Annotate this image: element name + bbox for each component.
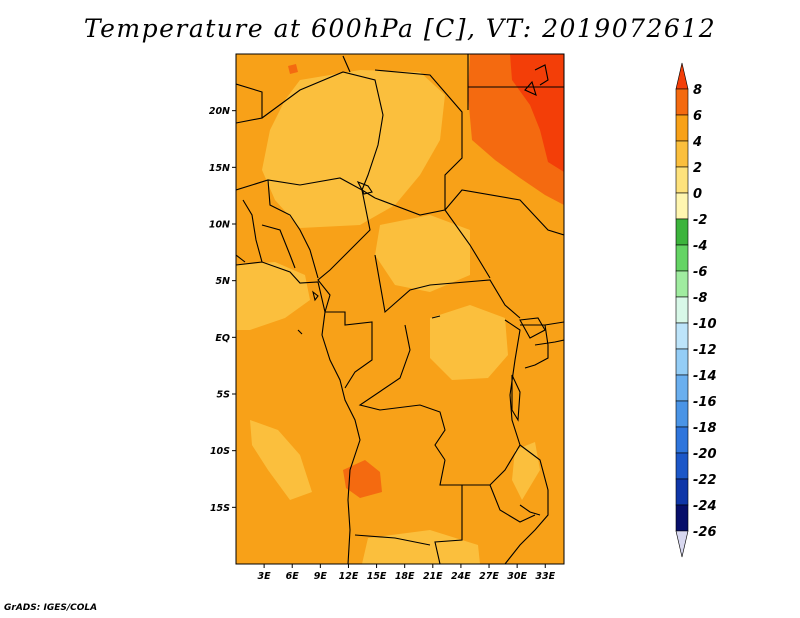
map-frame — [235, 53, 565, 565]
latitude-axis: 20N 15N 10N 5N EQ 5S 10S 15S — [209, 106, 236, 514]
lat-tick-label: 10N — [209, 220, 230, 231]
colorbar-label: -6 — [693, 265, 707, 280]
colorbar-label: -10 — [693, 317, 717, 332]
lon-tick-label: 24E — [451, 571, 471, 582]
colorbar-swatch — [675, 218, 689, 246]
colorbar-label: -20 — [693, 447, 717, 462]
lon-tick-label: 27E — [479, 571, 499, 582]
lat-tick-label: 5N — [215, 276, 230, 287]
lon-tick-label: 30E — [507, 571, 527, 582]
colorbar-label: 6 — [693, 109, 702, 124]
region-0-to-2-angola-coast — [250, 420, 312, 500]
colorbar-label: -14 — [693, 369, 717, 384]
region-0-to-2-east — [512, 442, 540, 500]
colorbar-label: -18 — [693, 421, 717, 436]
lon-tick-label: 21E — [423, 571, 443, 582]
colorbar-label: -8 — [693, 291, 707, 306]
region-0-to-2-sahara — [262, 70, 445, 228]
region-0-to-2-gulf-of-guinea — [236, 262, 310, 330]
region-4-to-6-angola — [343, 460, 382, 498]
colorbar-label: 0 — [693, 187, 702, 202]
colorbar-swatch — [675, 88, 689, 116]
colorbar-swatch — [675, 270, 689, 298]
lat-tick-label: 15N — [209, 163, 230, 174]
colorbar-swatch — [675, 322, 689, 350]
colorbar-swatch — [675, 452, 689, 480]
colorbar-swatch — [675, 478, 689, 506]
colorbar-label: -16 — [693, 395, 717, 410]
lat-tick-label: 20N — [209, 106, 230, 117]
lon-tick-label: 6E — [286, 571, 300, 582]
lon-tick-label: 3E — [258, 571, 272, 582]
colorbar-bottom-triangle — [675, 530, 689, 558]
region-0-to-2-congo — [430, 305, 508, 380]
country-borders — [236, 54, 564, 564]
colorbar-swatch — [675, 426, 689, 454]
colorbar: 8 6 4 2 0 -2 -4 -6 -8 -10 -12 -14 -16 -18 -20 -22 -24 -26 — [675, 62, 717, 558]
lat-tick-label: 5S — [217, 390, 231, 401]
colorbar-swatch — [675, 166, 689, 194]
colorbar-label: -12 — [693, 343, 717, 358]
lon-tick-label: 15E — [367, 571, 387, 582]
colorbar-swatch — [675, 114, 689, 142]
lon-tick-label: 12E — [339, 571, 359, 582]
colorbar-swatch — [675, 296, 689, 324]
lon-tick-label: 18E — [395, 571, 415, 582]
colorbar-label: 2 — [693, 161, 702, 176]
colorbar-label: 8 — [693, 83, 702, 98]
lat-tick-label: 15S — [210, 503, 230, 514]
colorbar-swatch — [675, 400, 689, 428]
lat-tick-label: 10S — [210, 446, 230, 457]
lat-tick-label: EQ — [215, 333, 230, 344]
region-6-to-8-northeast — [510, 54, 564, 172]
colorbar-swatch — [675, 192, 689, 220]
colorbar-swatch — [675, 374, 689, 402]
region-4-to-6-speck — [288, 64, 298, 74]
colorbar-swatch — [675, 140, 689, 168]
colorbar-label: 4 — [692, 135, 702, 150]
colorbar-label: -2 — [693, 213, 707, 228]
chart-title: Temperature at 600hPa [C], VT: 201907261… — [83, 14, 717, 43]
region-0-to-2-south — [362, 530, 480, 564]
credit-label: GrADS: IGES/COLA — [4, 603, 98, 613]
colorbar-swatch — [675, 504, 689, 532]
colorbar-swatch — [675, 244, 689, 272]
temperature-field — [236, 54, 564, 564]
colorbar-label: -22 — [693, 473, 717, 488]
colorbar-label: -26 — [693, 525, 717, 540]
region-0-to-2-central-african — [375, 215, 470, 292]
colorbar-top-triangle — [675, 62, 689, 90]
lon-tick-label: 33E — [535, 571, 555, 582]
lon-tick-label: 9E — [314, 571, 328, 582]
colorbar-label: -4 — [693, 239, 707, 254]
colorbar-swatch — [675, 348, 689, 376]
colorbar-label: -24 — [693, 499, 717, 514]
longitude-axis: 3E 6E 9E 12E 15E 18E 21E 24E 27E 30E 33E — [258, 564, 556, 582]
